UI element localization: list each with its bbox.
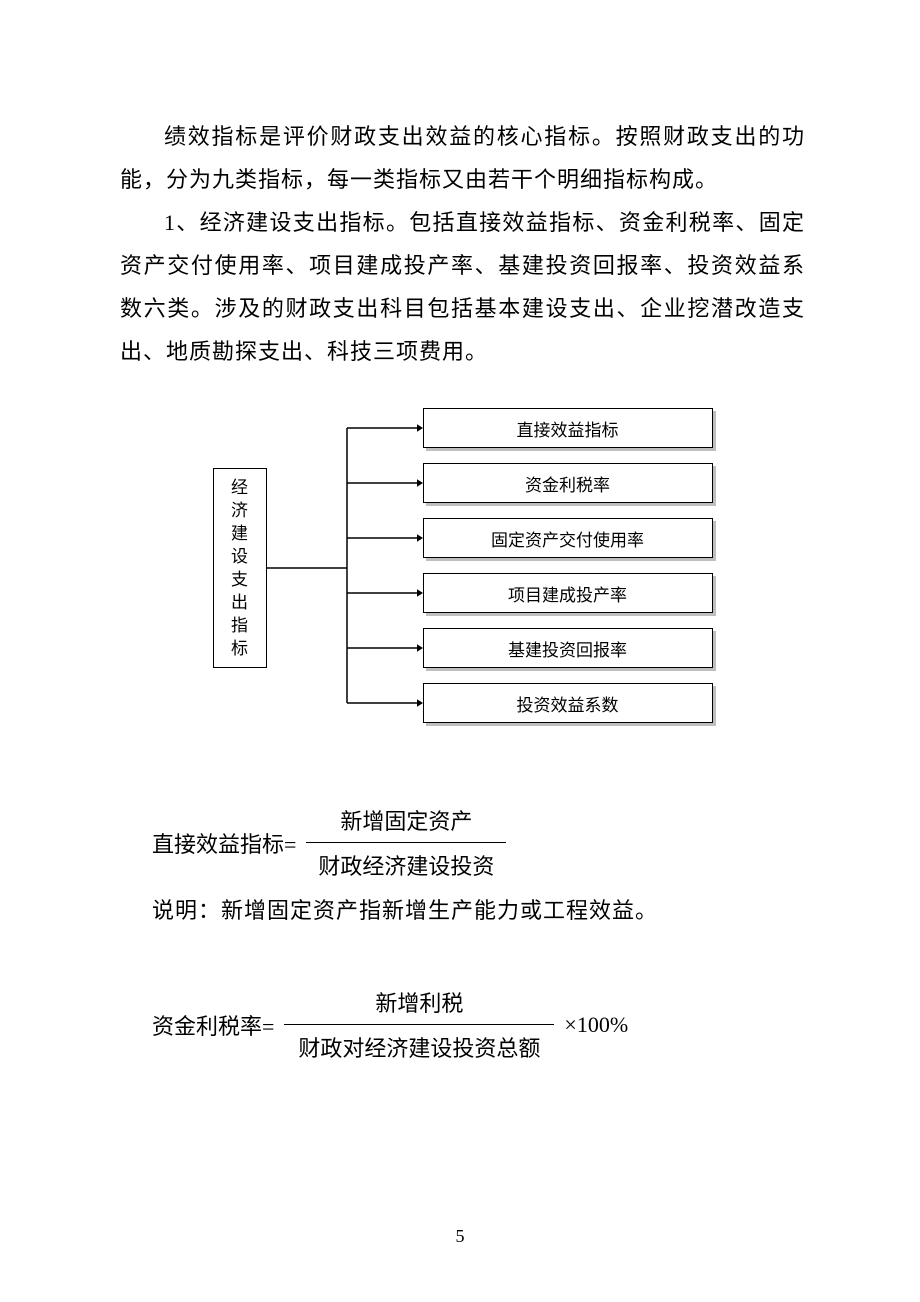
formula1-note: 说明：新增固定资产指新增生产能力或工程效益。 — [152, 893, 805, 925]
paragraph-item1: 1、经济建设支出指标。包括直接效益指标、资金利税率、固定资产交付使用率、项目建成… — [120, 201, 805, 373]
formula1-numerator: 新增固定资产 — [332, 798, 480, 842]
diagram-container: 经济建设支出指标 直接效益指标资金利税率固定资产交付使用率项目建成投产率基建投资… — [120, 408, 805, 748]
formula2-denominator: 财政对经济建设投资总额 — [290, 1025, 548, 1069]
formula1-fraction: 新增固定资产 财政经济建设投资 — [306, 798, 506, 887]
formula1-denominator: 财政经济建设投资 — [310, 843, 502, 887]
formula-1: 直接效益指标= 新增固定资产 财政经济建设投资 说明：新增固定资产指新增生产能力… — [120, 798, 805, 925]
paragraph-intro: 绩效指标是评价财政支出效益的核心指标。按照财政支出的功能，分为九类指标，每一类指… — [120, 115, 805, 201]
formula2-numerator: 新增利税 — [367, 980, 471, 1024]
page-number: 5 — [0, 1226, 920, 1247]
formula2-label: 资金利税率= — [152, 1009, 274, 1041]
diagram-source-box: 经济建设支出指标 — [213, 468, 267, 668]
diagram-target-5: 投资效益系数 — [423, 683, 713, 723]
diagram-target-3: 项目建成投产率 — [423, 573, 713, 613]
diagram-target-1: 资金利税率 — [423, 463, 713, 503]
diagram-target-4: 基建投资回报率 — [423, 628, 713, 668]
economy-indicator-diagram: 经济建设支出指标 直接效益指标资金利税率固定资产交付使用率项目建成投产率基建投资… — [213, 408, 713, 748]
diagram-target-2: 固定资产交付使用率 — [423, 518, 713, 558]
diagram-target-0: 直接效益指标 — [423, 408, 713, 448]
diagram-connectors — [267, 408, 423, 748]
formula-2: 资金利税率= 新增利税 财政对经济建设投资总额 ×100% — [120, 980, 805, 1069]
formula2-fraction: 新增利税 财政对经济建设投资总额 — [284, 980, 554, 1069]
diagram-targets: 直接效益指标资金利税率固定资产交付使用率项目建成投产率基建投资回报率投资效益系数 — [423, 408, 713, 723]
formula2-suffix: ×100% — [564, 1012, 628, 1038]
formula1-label: 直接效益指标= — [152, 827, 296, 859]
